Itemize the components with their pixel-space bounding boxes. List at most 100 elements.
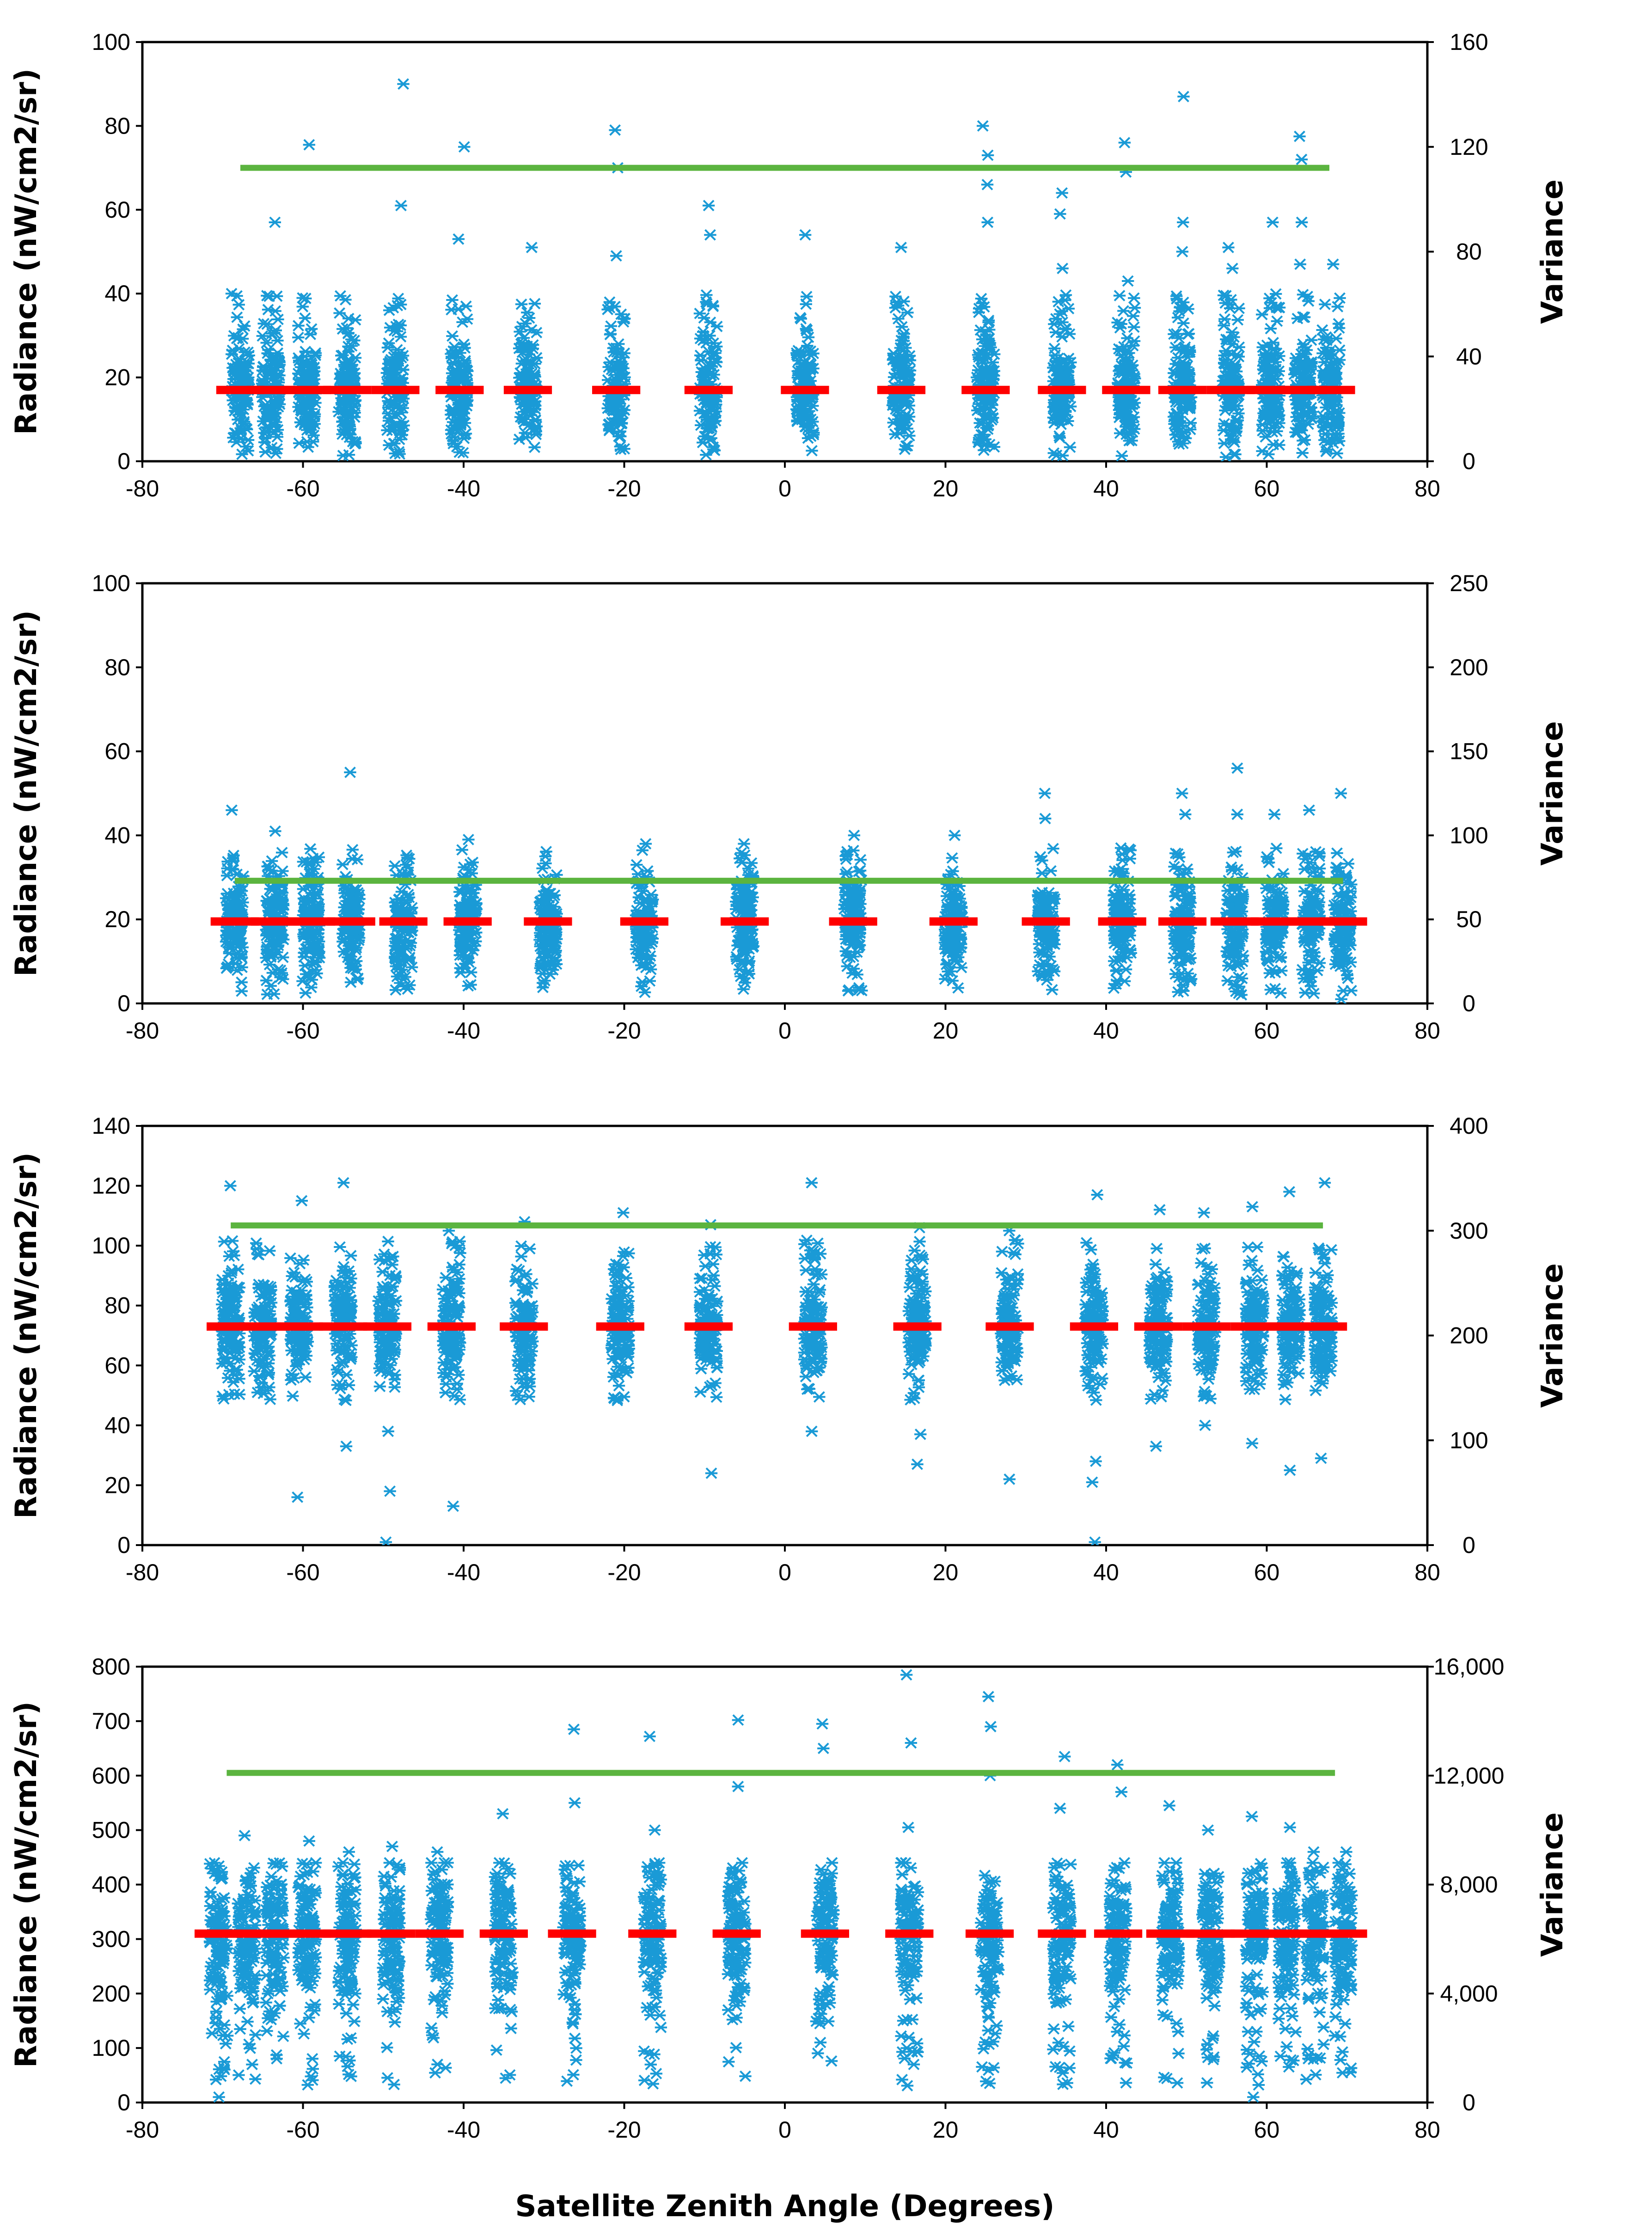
- scatter-point: [228, 405, 241, 417]
- scatter-point: [304, 843, 317, 855]
- scatter-point: [299, 987, 312, 999]
- y-tick-label: 120: [92, 1173, 130, 1199]
- x-tick-label: -20: [607, 1559, 641, 1585]
- scatter-point: [344, 1250, 357, 1262]
- scatter-point: [1231, 314, 1244, 326]
- y2-tick-label: 100: [1450, 822, 1488, 848]
- scatter-point: [266, 328, 278, 340]
- scatter-point: [1271, 315, 1284, 327]
- scatter-point: [293, 437, 306, 449]
- chart-panel-2: -80 -60 -40 -20 0 20 40 60 800204060801000501001…: [9, 570, 1570, 1044]
- scatter-point: [1056, 263, 1069, 275]
- y2-tick-label: 400: [1450, 1113, 1488, 1139]
- scatter-point: [336, 370, 348, 382]
- scatter-point: [238, 417, 251, 429]
- scatter-point: [309, 349, 322, 361]
- y2-tick-label: 200: [1450, 1323, 1488, 1349]
- y-axis-title: Radiance (nW/cm2/sr): [9, 610, 43, 977]
- scatter-point: [242, 445, 255, 457]
- y-tick-label: 20: [104, 365, 130, 391]
- scatter-series: [225, 78, 1346, 461]
- scatter-point: [293, 354, 306, 367]
- scatter-point: [336, 428, 349, 440]
- scatter-point: [382, 337, 395, 349]
- scatter-point: [309, 347, 322, 359]
- scatter-point: [342, 346, 355, 358]
- scatter-point: [233, 299, 245, 311]
- scatter-point: [387, 438, 400, 450]
- scatter-point: [1039, 788, 1051, 799]
- scatter-point: [1231, 762, 1244, 774]
- scatter-point: [1046, 984, 1059, 996]
- scatter-point: [462, 834, 475, 845]
- scatter-point: [270, 353, 282, 365]
- scatter-point: [292, 331, 305, 343]
- scatter-point: [1294, 258, 1306, 270]
- scatter-point: [1267, 216, 1279, 228]
- y-tick-label: 40: [104, 822, 130, 848]
- scatter-point: [395, 299, 407, 311]
- scatter-point: [261, 989, 274, 1000]
- x-tick-label: 40: [1093, 1018, 1119, 1044]
- x-tick-label: -40: [447, 1018, 480, 1044]
- scatter-point: [391, 344, 404, 356]
- scatter-point: [854, 854, 867, 866]
- scatter-point: [451, 1378, 463, 1390]
- scatter-point: [977, 120, 989, 132]
- scatter-point: [1124, 853, 1137, 865]
- y-tick-label: 40: [104, 281, 130, 306]
- scatter-point: [1117, 305, 1130, 317]
- y2-tick-label: 120: [1450, 134, 1488, 160]
- scatter-point: [344, 766, 356, 778]
- y2-tick-label: 100: [1450, 1427, 1488, 1453]
- y2-tick-label: 0: [1462, 448, 1475, 474]
- scatter-point: [257, 415, 269, 427]
- y2-tick-label: 300: [1450, 1218, 1488, 1244]
- scatter-point: [392, 446, 405, 458]
- scatter-point: [227, 373, 240, 385]
- scatter-point: [1115, 450, 1128, 461]
- scatter-point: [1268, 808, 1281, 820]
- x-tick-label: 60: [1254, 1018, 1280, 1044]
- scatter-point: [1064, 441, 1077, 453]
- scatter-point: [1231, 808, 1244, 820]
- scatter-point: [1176, 788, 1188, 799]
- scatter-point: [1177, 216, 1189, 228]
- y-tick-label: 20: [104, 906, 130, 932]
- scatter-point: [231, 290, 243, 302]
- scatter-point: [296, 301, 309, 312]
- scatter-point: [452, 233, 465, 245]
- scatter-point: [1270, 842, 1283, 854]
- scatter-point: [1182, 328, 1195, 340]
- scatter-point: [1303, 804, 1315, 816]
- scatter-point: [1118, 137, 1131, 149]
- y2-tick-label: 160: [1450, 29, 1488, 55]
- scatter-point: [348, 335, 361, 347]
- scatter-point: [334, 290, 347, 302]
- y2-tick-label: 250: [1450, 570, 1488, 596]
- y-tick-label: 80: [104, 1293, 130, 1319]
- scatter-point: [536, 862, 549, 874]
- scatter-point: [1295, 153, 1308, 165]
- x-tick-label: 0: [778, 1018, 791, 1044]
- scatter-point: [1331, 301, 1344, 312]
- x-tick-label: 80: [1414, 476, 1440, 501]
- y2-tick-label: 200: [1450, 654, 1488, 680]
- y2-tick-label: 150: [1450, 739, 1488, 764]
- x-tick-label: -20: [607, 476, 641, 501]
- scatter-point: [269, 216, 281, 228]
- scatter-point: [287, 1390, 299, 1402]
- scatter-point: [982, 316, 995, 328]
- scatter-point: [458, 141, 471, 153]
- y2-tick-label: 80: [1456, 239, 1482, 265]
- x-tick-label: -80: [126, 476, 159, 501]
- y2-axis-title: Variance: [1536, 1263, 1570, 1408]
- scatter-point: [1179, 808, 1192, 820]
- scatter-point: [456, 844, 468, 856]
- scatter-point: [515, 298, 528, 310]
- scatter-point: [1184, 417, 1197, 429]
- scatter-point: [948, 829, 961, 841]
- x-tick-label: -80: [126, 1559, 159, 1585]
- scatter-point: [1045, 865, 1057, 877]
- scatter-point: [337, 404, 349, 416]
